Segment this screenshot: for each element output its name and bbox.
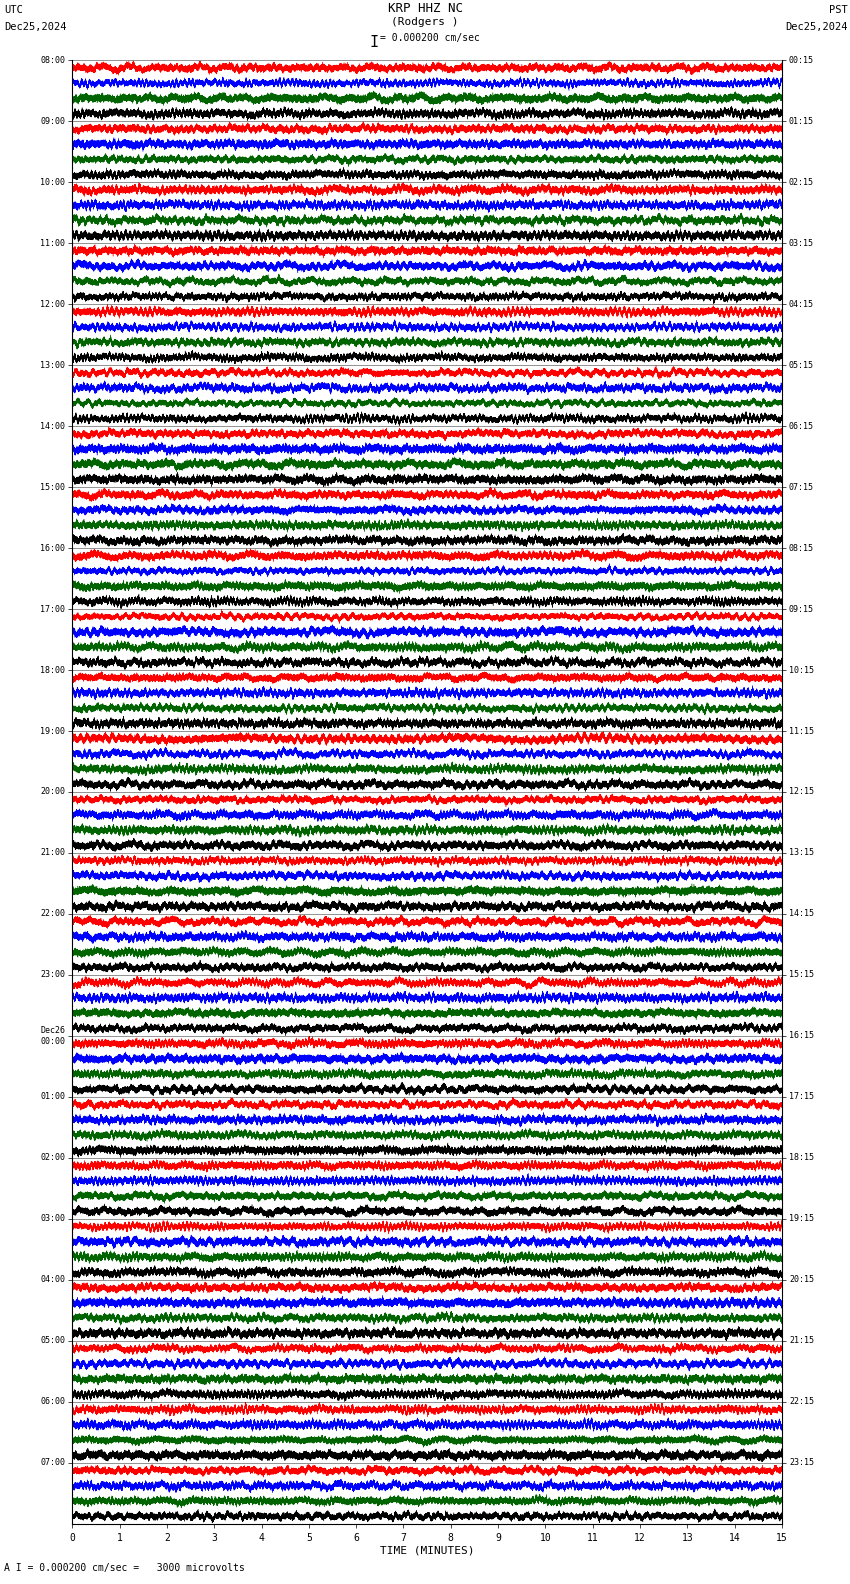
Text: Dec25,2024: Dec25,2024: [4, 22, 67, 32]
Text: Dec25,2024: Dec25,2024: [785, 22, 847, 32]
Text: I: I: [370, 35, 379, 49]
X-axis label: TIME (MINUTES): TIME (MINUTES): [380, 1546, 474, 1555]
Text: A I = 0.000200 cm/sec =   3000 microvolts: A I = 0.000200 cm/sec = 3000 microvolts: [4, 1563, 245, 1573]
Text: PST: PST: [829, 5, 847, 14]
Text: UTC: UTC: [4, 5, 23, 14]
Text: (Rodgers ): (Rodgers ): [391, 17, 459, 27]
Text: = 0.000200 cm/sec: = 0.000200 cm/sec: [380, 33, 479, 43]
Text: KRP HHZ NC: KRP HHZ NC: [388, 2, 462, 14]
